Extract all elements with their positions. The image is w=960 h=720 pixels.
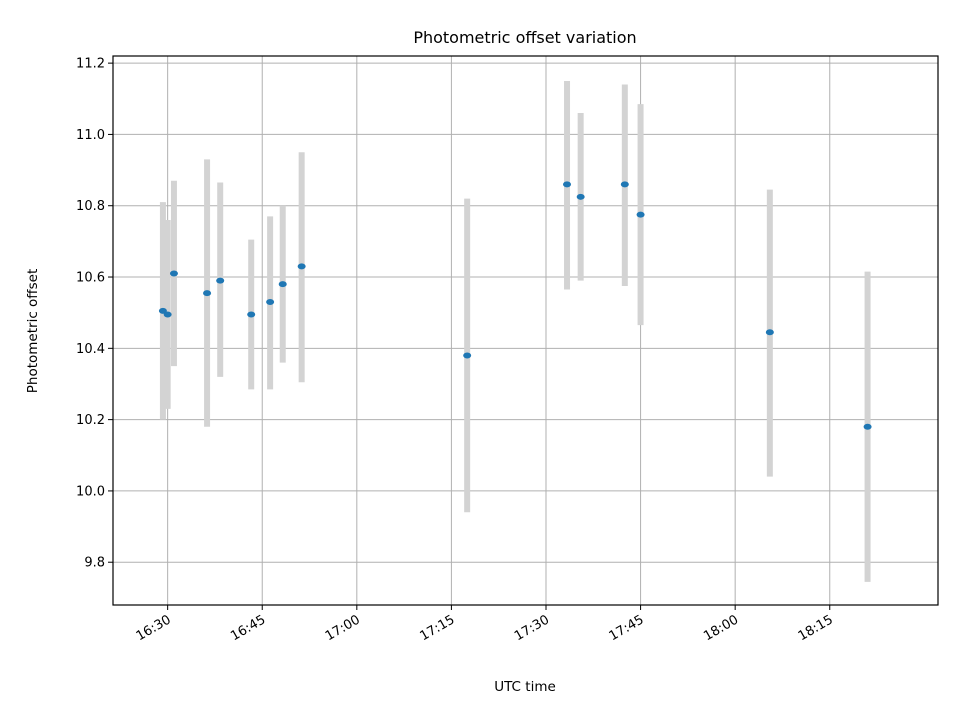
error-bars bbox=[159, 80, 871, 582]
data-point bbox=[620, 181, 629, 188]
grid-lines bbox=[113, 56, 938, 605]
y-tick-label: 10.0 bbox=[76, 484, 105, 499]
x-tick-label: 17:15 bbox=[417, 612, 457, 644]
y-tick-label: 9.8 bbox=[84, 556, 105, 571]
data-point bbox=[636, 211, 645, 218]
y-tick-label: 10.8 bbox=[76, 199, 105, 214]
data-point bbox=[297, 263, 306, 270]
y-axis-ticks: 9.8 10.0 10.2 10.4 10.6 10.8 11.0 11.2 bbox=[76, 57, 113, 571]
x-axis-ticks: 16:30 16:45 17:00 17:15 17:30 17:45 18:00 18:15 bbox=[134, 605, 836, 644]
data-points bbox=[158, 181, 872, 430]
plot-frame bbox=[112, 55, 939, 606]
y-tick-label: 11.0 bbox=[76, 128, 105, 143]
y-tick-label: 10.6 bbox=[76, 271, 105, 286]
x-tick-label: 16:45 bbox=[228, 612, 268, 644]
data-point bbox=[216, 277, 225, 284]
y-axis-label: Photometric offset bbox=[25, 269, 41, 393]
data-point bbox=[203, 290, 212, 297]
data-point bbox=[576, 193, 585, 200]
y-tick-label: 10.4 bbox=[76, 342, 105, 357]
data-point bbox=[563, 181, 572, 188]
x-tick-label: 17:30 bbox=[512, 612, 552, 644]
data-point bbox=[765, 329, 774, 336]
data-point bbox=[266, 298, 275, 305]
data-point bbox=[863, 423, 872, 430]
data-point bbox=[163, 311, 172, 318]
x-tick-label: 18:00 bbox=[701, 612, 741, 644]
data-point bbox=[247, 311, 256, 318]
y-tick-label: 11.2 bbox=[76, 57, 105, 72]
chart-title: Photometric offset variation bbox=[413, 28, 636, 47]
x-tick-label: 17:45 bbox=[607, 612, 647, 644]
x-tick-label: 17:00 bbox=[323, 612, 363, 644]
y-tick-label: 10.2 bbox=[76, 413, 105, 428]
x-tick-label: 16:30 bbox=[134, 612, 174, 644]
data-point bbox=[169, 270, 178, 277]
data-point bbox=[463, 352, 472, 359]
x-axis-label: UTC time bbox=[494, 679, 556, 695]
x-tick-label: 18:15 bbox=[796, 612, 836, 644]
data-point bbox=[278, 281, 287, 288]
